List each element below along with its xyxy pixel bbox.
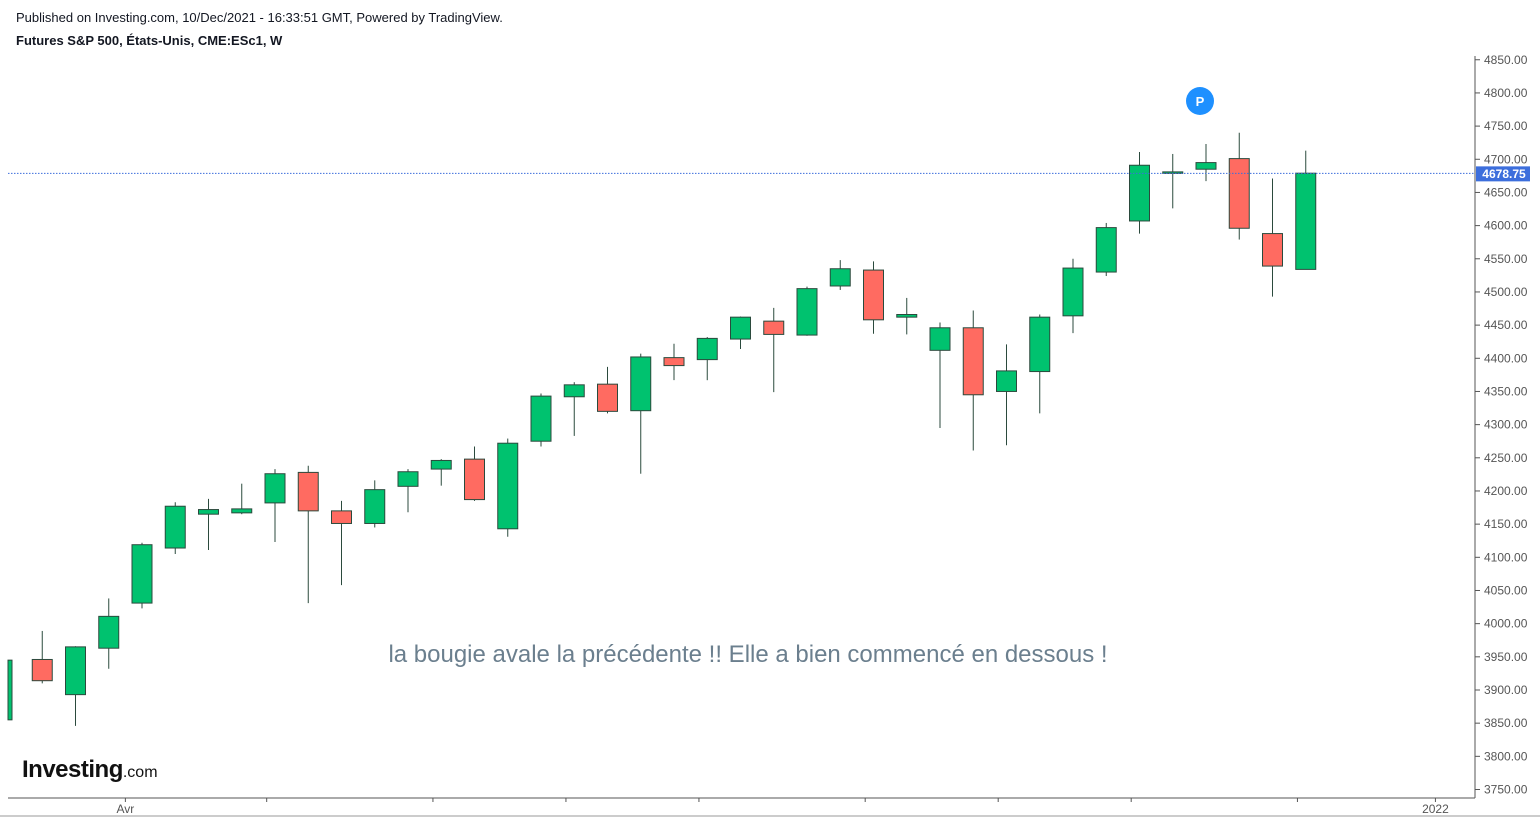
y-tick-label: 4600.00: [1484, 219, 1528, 233]
candle-up: [1029, 316, 1051, 373]
candle-down: [31, 658, 53, 682]
published-caption: Published on Investing.com, 10/Dec/2021 …: [16, 10, 503, 25]
y-tick-label: 3950.00: [1484, 650, 1528, 664]
candle-down: [863, 269, 884, 321]
candle-down: [962, 327, 984, 396]
y-tick-label: 4350.00: [1484, 384, 1528, 398]
candle-up: [1095, 227, 1117, 273]
y-tick-label: 4400.00: [1484, 351, 1528, 365]
y-tick-label: 4100.00: [1484, 550, 1528, 564]
candle-up: [397, 471, 419, 487]
candle-up: [198, 509, 219, 515]
candle-down: [1262, 233, 1283, 267]
y-tick-label: 4200.00: [1484, 484, 1528, 498]
candle-up: [364, 489, 386, 524]
candle-up: [264, 473, 286, 504]
candle-up: [730, 316, 751, 340]
candles: [7, 132, 1317, 726]
candle-up: [1129, 164, 1150, 222]
candle-up: [1062, 267, 1084, 317]
instrument-title: Futures S&P 500, États-Unis, CME:ESc1, W: [16, 33, 283, 48]
candle-up: [696, 337, 718, 361]
y-tick-label: 4850.00: [1484, 53, 1528, 67]
axes: 3750.00 3800.00 3850.00 3900.00 3950.00 4000.…: [0, 53, 1540, 817]
candle-down: [464, 458, 485, 501]
candle-down: [297, 471, 319, 512]
y-tick-label: 4000.00: [1484, 617, 1528, 631]
y-tick-label: 4050.00: [1484, 583, 1528, 597]
chart-annotation: la bougie avale la précédente !! Elle a …: [388, 641, 1107, 668]
candle-up: [929, 327, 951, 351]
candle-up: [1195, 162, 1217, 170]
candle-up: [65, 646, 86, 696]
y-tick-label: 4750.00: [1484, 119, 1528, 133]
y-tick-label: 4650.00: [1484, 185, 1528, 199]
candle-up: [7, 659, 13, 721]
y-tick-label: 4500.00: [1484, 285, 1528, 299]
y-tick-label: 4150.00: [1484, 517, 1528, 531]
candle-up: [563, 384, 585, 398]
pivot-marker-label: P: [1196, 94, 1205, 109]
candle-down: [597, 383, 618, 412]
candle-down: [1228, 158, 1250, 229]
candle-down: [663, 357, 685, 367]
y-tick-label: 4250.00: [1484, 451, 1528, 465]
candle-up: [131, 544, 153, 604]
candle-up: [430, 459, 452, 470]
y-tick-label: 4800.00: [1484, 86, 1528, 100]
investing-logo: Investing.com: [22, 756, 158, 783]
x-tick-label: Avr: [116, 802, 134, 816]
candle-up: [164, 505, 186, 549]
candle-up: [829, 268, 851, 287]
candle-up: [231, 508, 253, 514]
last-price-label: 4678.75: [1482, 167, 1526, 181]
candle-up: [497, 442, 519, 530]
y-tick-label: 4700.00: [1484, 152, 1528, 166]
y-tick-label: 3850.00: [1484, 716, 1528, 730]
y-tick-label: 3750.00: [1484, 783, 1528, 797]
candle-down: [331, 510, 352, 524]
y-tick-label: 4450.00: [1484, 318, 1528, 332]
candle-up: [1295, 172, 1317, 270]
candle-up: [796, 288, 818, 336]
candle-up: [630, 356, 652, 412]
candle-up: [98, 615, 120, 649]
candle-up: [996, 370, 1017, 392]
x-tick-label: 2022: [1422, 802, 1449, 816]
y-tick-label: 3900.00: [1484, 683, 1528, 697]
candle-down: [763, 320, 785, 335]
y-tick-label: 3800.00: [1484, 749, 1528, 763]
candle-up: [896, 314, 918, 318]
y-tick-label: 4300.00: [1484, 418, 1528, 432]
pivot-marker[interactable]: [1186, 87, 1214, 115]
candle-up: [530, 395, 552, 442]
overlay: 4678.75 P: [8, 87, 1530, 182]
last-price-badge: [1476, 166, 1530, 182]
y-tick-label: 4550.00: [1484, 252, 1528, 266]
